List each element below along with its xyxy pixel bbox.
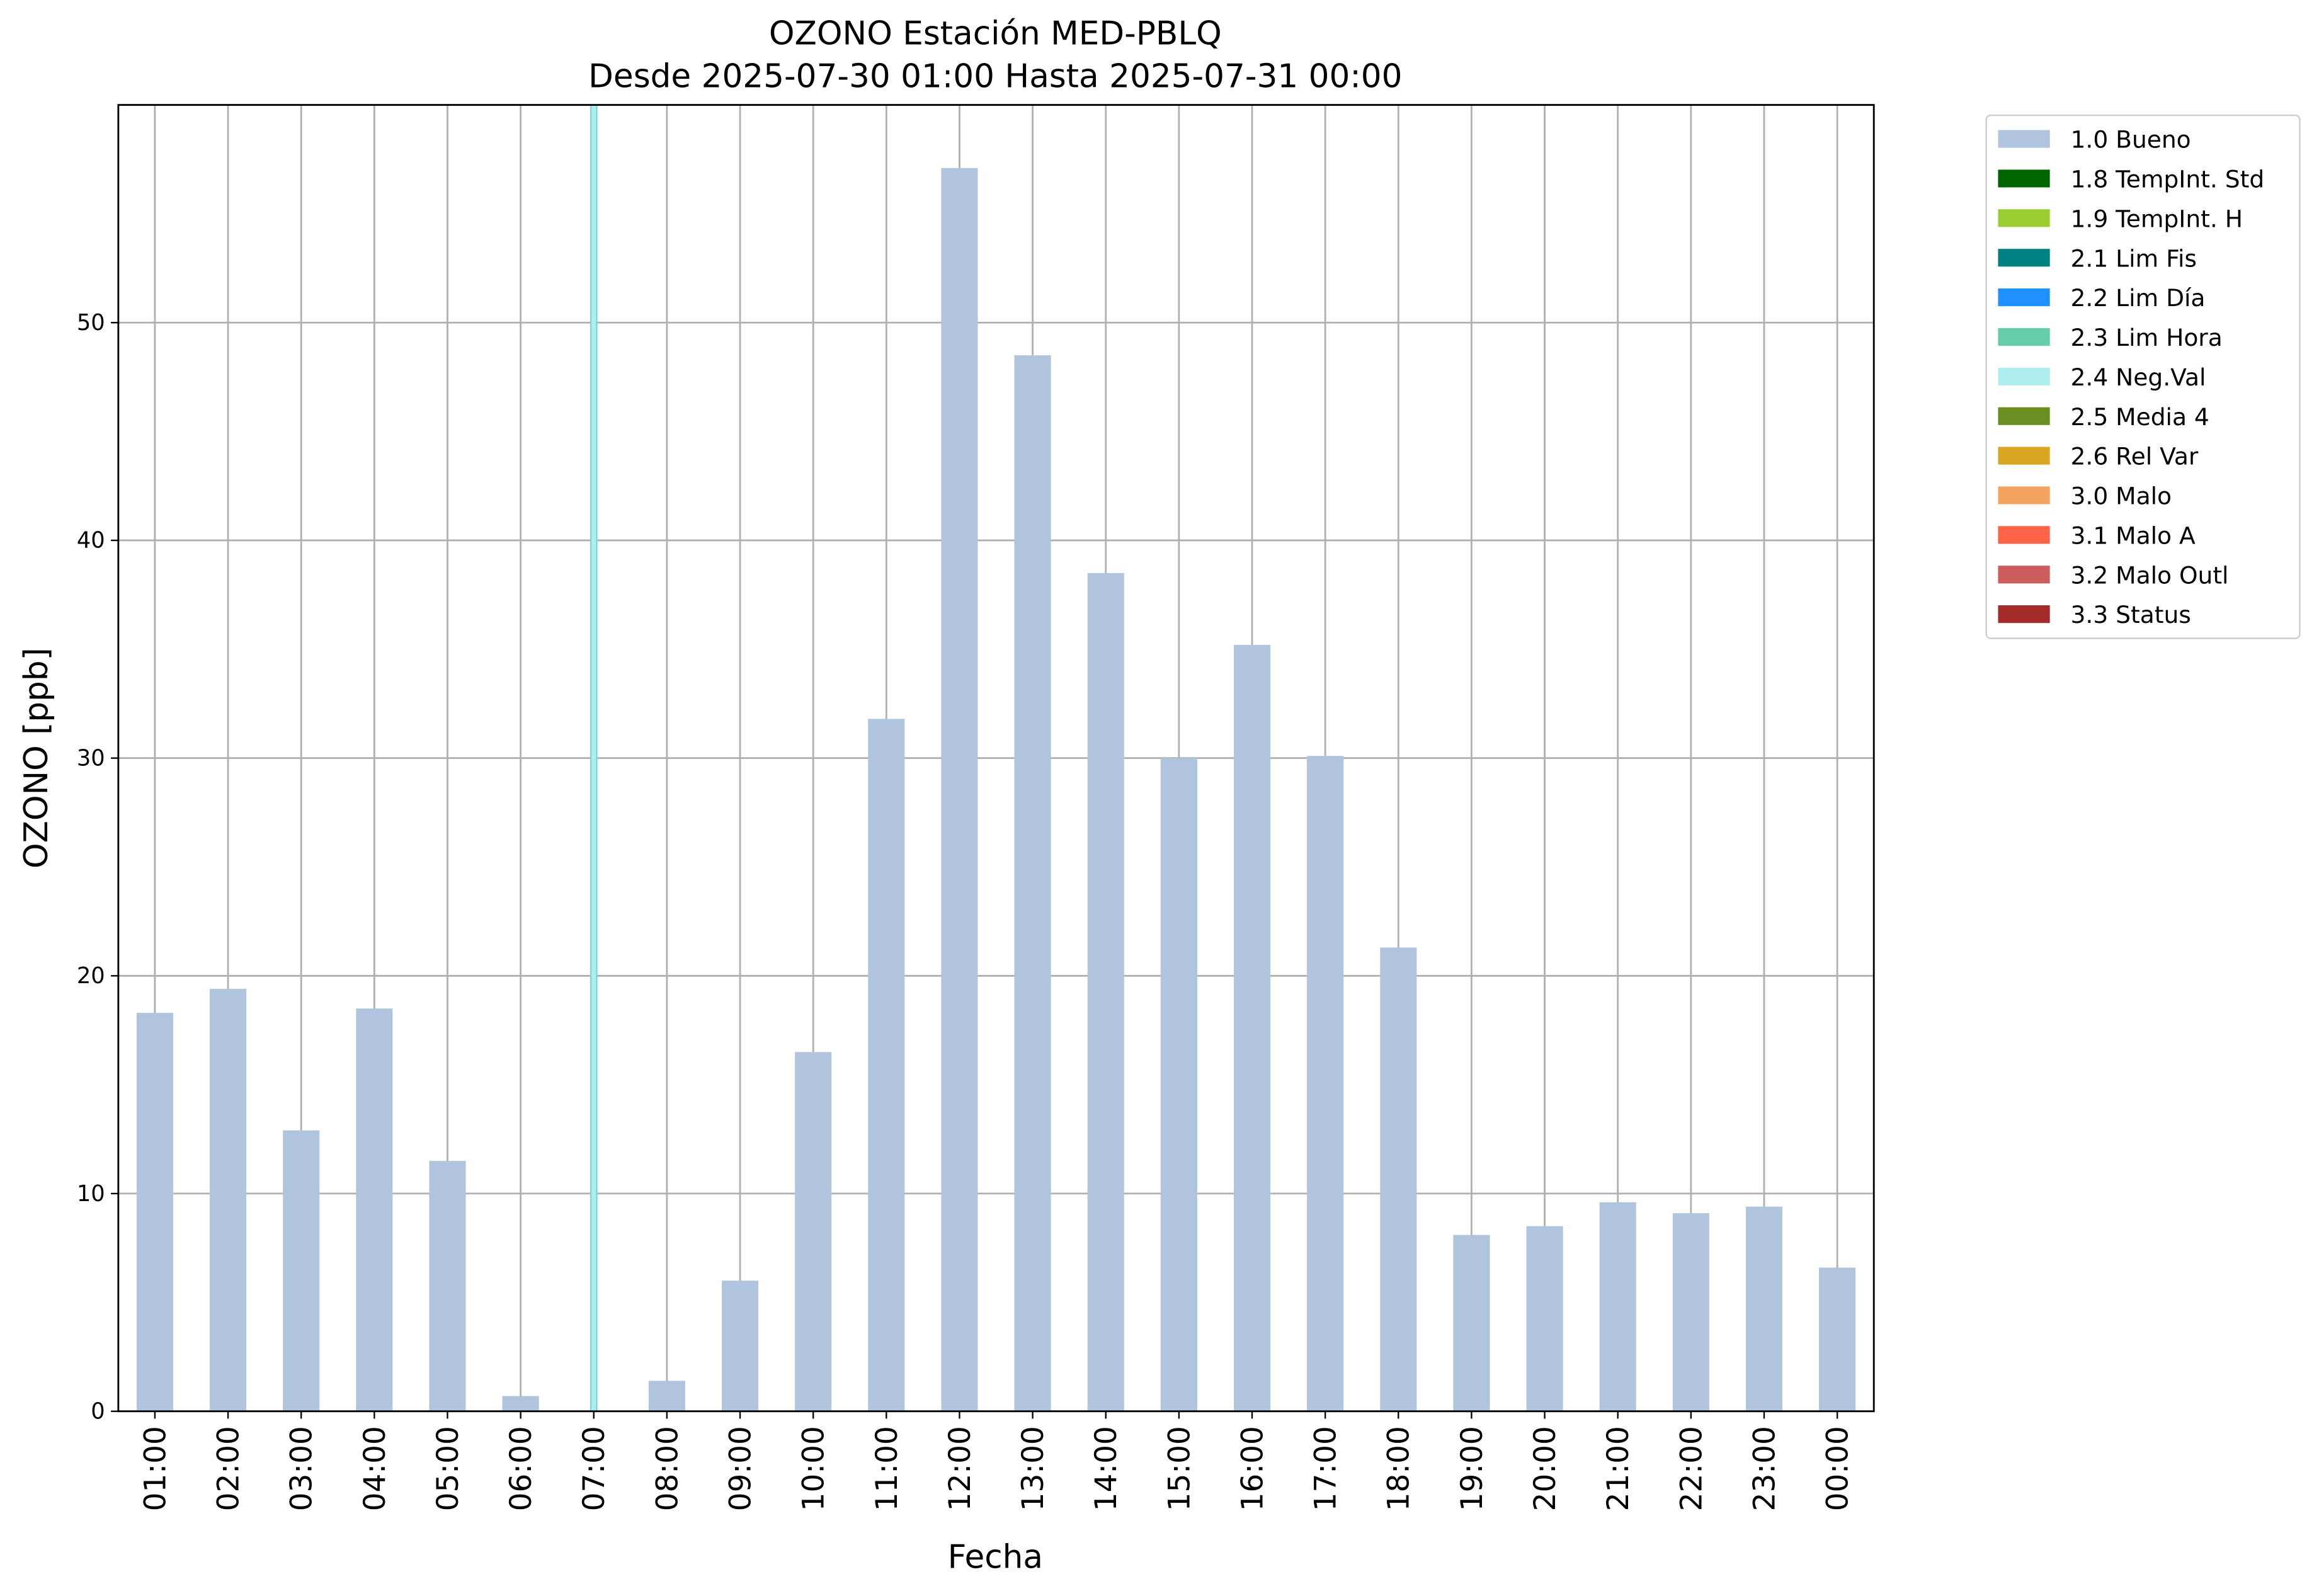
x-tick-label: 09:00 [723, 1426, 758, 1511]
bar [1453, 1234, 1490, 1411]
legend-label: 2.6 Rel Var [2071, 443, 2199, 470]
bar [1599, 1202, 1636, 1411]
legend-swatch [1998, 209, 2050, 227]
legend-swatch [1998, 526, 2050, 544]
bar [283, 1130, 320, 1411]
bar [1380, 947, 1417, 1411]
bar [1233, 644, 1271, 1411]
legend-swatch [1998, 328, 2050, 346]
bar [648, 1381, 685, 1411]
x-tick-label: 15:00 [1162, 1426, 1197, 1511]
legend-label: 3.0 Malo [2071, 482, 2172, 510]
legend-label: 2.3 Lim Hora [2071, 324, 2223, 351]
bar [1819, 1267, 1856, 1411]
x-tick-label: 20:00 [1528, 1426, 1563, 1511]
legend-label: 3.1 Malo A [2071, 522, 2196, 549]
x-tick-label: 07:00 [577, 1426, 612, 1511]
legend-swatch [1998, 486, 2050, 504]
legend-label: 2.1 Lim Fis [2071, 244, 2197, 272]
legend-swatch [1998, 288, 2050, 307]
legend-swatch [1998, 367, 2050, 385]
bar [210, 989, 247, 1411]
legend-swatch [1998, 169, 2050, 188]
x-tick-label: 02:00 [211, 1426, 246, 1511]
legend-swatch [1998, 249, 2050, 267]
legend-label: 1.9 TempInt. H [2071, 205, 2243, 232]
legend-label: 2.4 Neg.Val [2071, 363, 2206, 391]
legend-swatch [1998, 407, 2050, 425]
y-tick-label: 10 [77, 1181, 105, 1207]
bar [356, 1008, 393, 1411]
legend-swatch [1998, 605, 2050, 624]
x-tick-label: 03:00 [285, 1426, 319, 1511]
legend-label: 2.5 Media 4 [2071, 403, 2209, 431]
bar [1526, 1226, 1563, 1411]
bar [1745, 1206, 1783, 1411]
legend-label: 3.2 Malo Outl [2071, 561, 2229, 589]
bar [941, 168, 978, 1411]
bar [590, 104, 598, 1412]
bar [1307, 756, 1344, 1411]
x-tick-label: 01:00 [138, 1426, 173, 1511]
y-tick-label: 0 [91, 1398, 105, 1424]
y-tick-label: 30 [77, 745, 105, 771]
bar [1672, 1213, 1709, 1411]
bar [722, 1280, 759, 1411]
chart-subtitle: Desde 2025-07-30 01:00 Hasta 2025-07-31 … [588, 57, 1402, 95]
x-tick-label: 18:00 [1382, 1426, 1416, 1511]
x-axis-label: Fecha [948, 1538, 1043, 1576]
y-tick-label: 20 [77, 963, 105, 989]
x-tick-label: 08:00 [650, 1426, 685, 1511]
legend-swatch [1998, 566, 2050, 584]
bar [136, 1013, 173, 1411]
bar [502, 1396, 539, 1411]
bar [1087, 573, 1124, 1411]
legend-box [1985, 114, 2301, 639]
y-tick-label: 50 [77, 310, 105, 336]
chart-title: OZONO Estación MED-PBLQ [769, 14, 1222, 52]
x-tick-label: 11:00 [870, 1426, 904, 1511]
x-tick-label: 14:00 [1089, 1426, 1124, 1511]
legend-label: 1.8 TempInt. Std [2071, 166, 2265, 193]
x-tick-label: 00:00 [1821, 1426, 1855, 1511]
x-tick-label: 06:00 [504, 1426, 538, 1511]
x-tick-label: 13:00 [1016, 1426, 1051, 1511]
x-tick-label: 16:00 [1235, 1426, 1270, 1511]
ticks: 0 10 20 30 40 50 01:00 02:00 03:00 04:00 05:00 06:0… [77, 310, 1855, 1511]
y-axis-label: OZONO [ppb] [18, 647, 55, 869]
bar [429, 1161, 466, 1411]
x-tick-label: 19:00 [1455, 1426, 1490, 1511]
x-tick-label: 23:00 [1747, 1426, 1782, 1511]
x-tick-label: 05:00 [431, 1426, 465, 1511]
x-tick-label: 04:00 [358, 1426, 392, 1511]
legend: 1.0 Bueno 1.8 TempInt. Std 1.9 TempInt. H 2… [1985, 114, 2301, 639]
legend-label: 3.3 Status [2071, 601, 2191, 629]
bars [136, 104, 1856, 1412]
legend-swatch [1998, 130, 2050, 148]
x-tick-label: 10:00 [797, 1426, 831, 1511]
legend-label: 1.0 Bueno [2071, 126, 2191, 154]
y-tick-label: 40 [77, 528, 105, 554]
x-tick-label: 12:00 [943, 1426, 977, 1511]
legend-label: 2.2 Lim Día [2071, 284, 2206, 312]
bar [1014, 355, 1051, 1411]
x-tick-label: 21:00 [1601, 1426, 1636, 1511]
legend-swatch [1998, 447, 2050, 465]
bar [868, 719, 905, 1411]
bar [795, 1052, 832, 1411]
x-tick-label: 17:00 [1309, 1426, 1343, 1511]
bar [1160, 758, 1197, 1411]
x-tick-label: 22:00 [1674, 1426, 1709, 1511]
